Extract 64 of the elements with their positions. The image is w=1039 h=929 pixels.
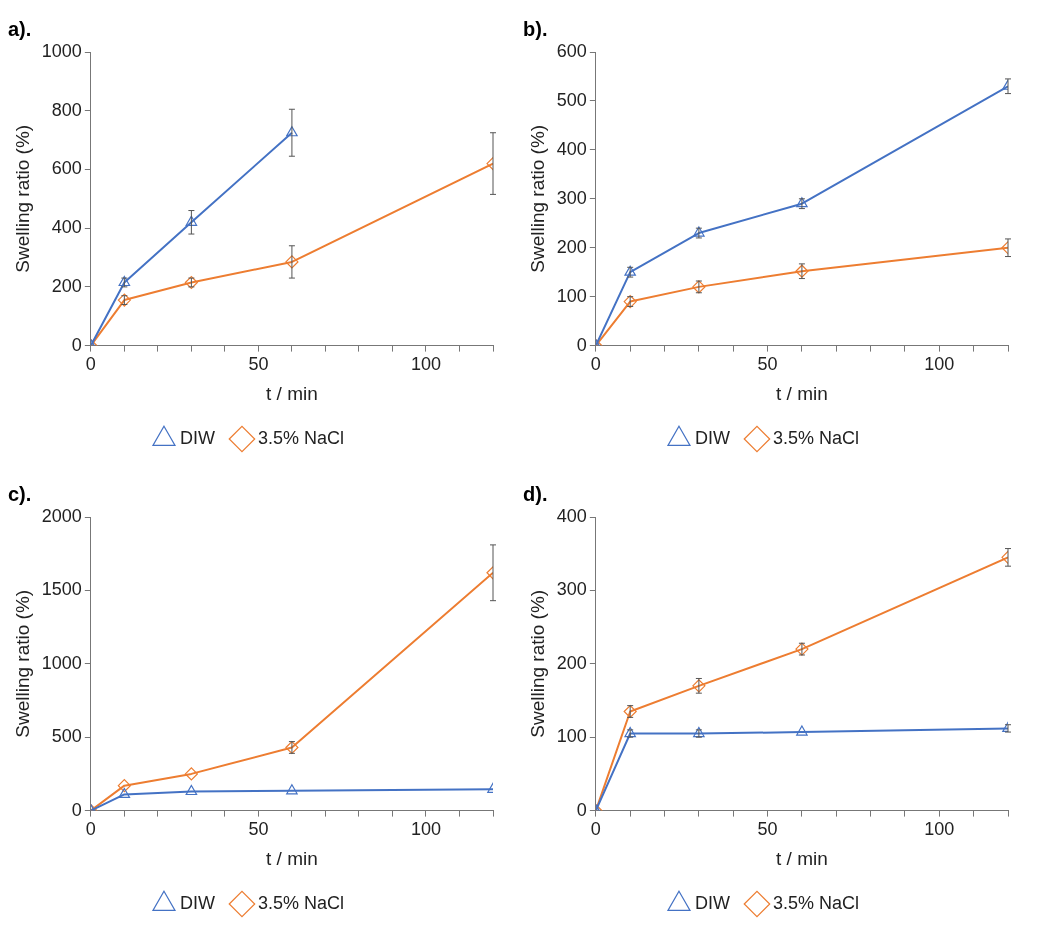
y-tick-label: 100 [556,285,587,306]
point [117,779,131,793]
y-tick-label: 200 [556,236,587,257]
x-axis-title: t / min [266,847,318,869]
legend-label: 3.5% NaCl [772,427,860,448]
x-tick-label: 0 [85,354,96,375]
chart-title: b). [523,17,548,40]
x-axis-title: t / min [266,382,318,404]
point [118,787,131,799]
legend-label: DIW [179,427,215,448]
x-tick-label: 100 [924,354,955,375]
y-tick-label: 800 [51,99,82,120]
chart-title: a). [8,17,32,40]
y-tick-label: 0 [576,334,587,355]
y-axis-title: Swelling ratio (%) [11,589,33,738]
y-tick-label: 400 [556,505,587,526]
point [184,767,198,781]
chart-title: d). [523,482,548,505]
point [285,255,299,269]
y-tick-label: 500 [51,726,82,747]
x-tick-label: 50 [248,819,269,840]
point [185,784,198,796]
chart-title: c). [8,482,32,505]
y-tick-label: 100 [556,726,587,747]
x-tick-label: 100 [410,819,441,840]
y-tick-label: 0 [576,799,587,820]
x-tick-label: 50 [757,354,778,375]
point [286,126,298,137]
y-tick-label: 200 [51,275,82,296]
point [185,215,198,226]
y-tick-label: 500 [556,89,587,110]
legend-label: 3.5% NaCl [257,427,345,448]
x-tick-label: 50 [248,354,269,375]
y-tick-label: 400 [556,138,587,159]
y-axis-title: Swelling ratio (%) [526,589,548,738]
y-tick-label: 200 [556,652,587,673]
point [286,784,298,795]
y-tick-label: 600 [556,40,587,61]
x-tick-label: 100 [924,819,955,840]
y-tick-label: 0 [71,799,82,820]
y-axis-title: Swelling ratio (%) [11,124,33,273]
x-axis-title: t / min [776,382,828,404]
y-tick-label: 1000 [41,40,82,61]
x-tick-label: 0 [590,819,601,840]
legend-label: DIW [694,892,730,913]
y-tick-label: 600 [51,158,82,179]
y-axis-title: Swelling ratio (%) [526,124,548,273]
x-tick-label: 50 [757,819,778,840]
x-tick-label: 0 [85,819,96,840]
x-tick-label: 100 [410,354,441,375]
y-tick-label: 300 [556,187,587,208]
legend-label: 3.5% NaCl [257,892,345,913]
legend-label: 3.5% NaCl [772,892,860,913]
y-tick-label: 400 [51,217,82,238]
legend-label: DIW [694,427,730,448]
y-tick-label: 0 [71,334,82,355]
legend-label: DIW [179,892,215,913]
x-tick-label: 0 [590,354,601,375]
y-tick-label: 1000 [41,652,82,673]
y-tick-label: 1500 [41,579,82,600]
x-axis-title: t / min [776,847,828,869]
point [796,725,808,736]
y-tick-label: 300 [556,579,587,600]
y-tick-label: 2000 [41,505,82,526]
